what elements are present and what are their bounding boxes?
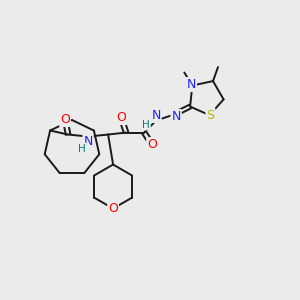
Text: N: N bbox=[187, 78, 196, 91]
Text: S: S bbox=[206, 109, 214, 122]
Text: N: N bbox=[83, 135, 93, 148]
Text: O: O bbox=[147, 138, 157, 151]
Text: H: H bbox=[142, 119, 150, 130]
Text: O: O bbox=[60, 113, 70, 126]
Text: O: O bbox=[108, 202, 118, 215]
Text: H: H bbox=[78, 143, 86, 154]
Text: N: N bbox=[171, 110, 181, 123]
Text: N: N bbox=[152, 109, 161, 122]
Text: O: O bbox=[116, 111, 126, 124]
